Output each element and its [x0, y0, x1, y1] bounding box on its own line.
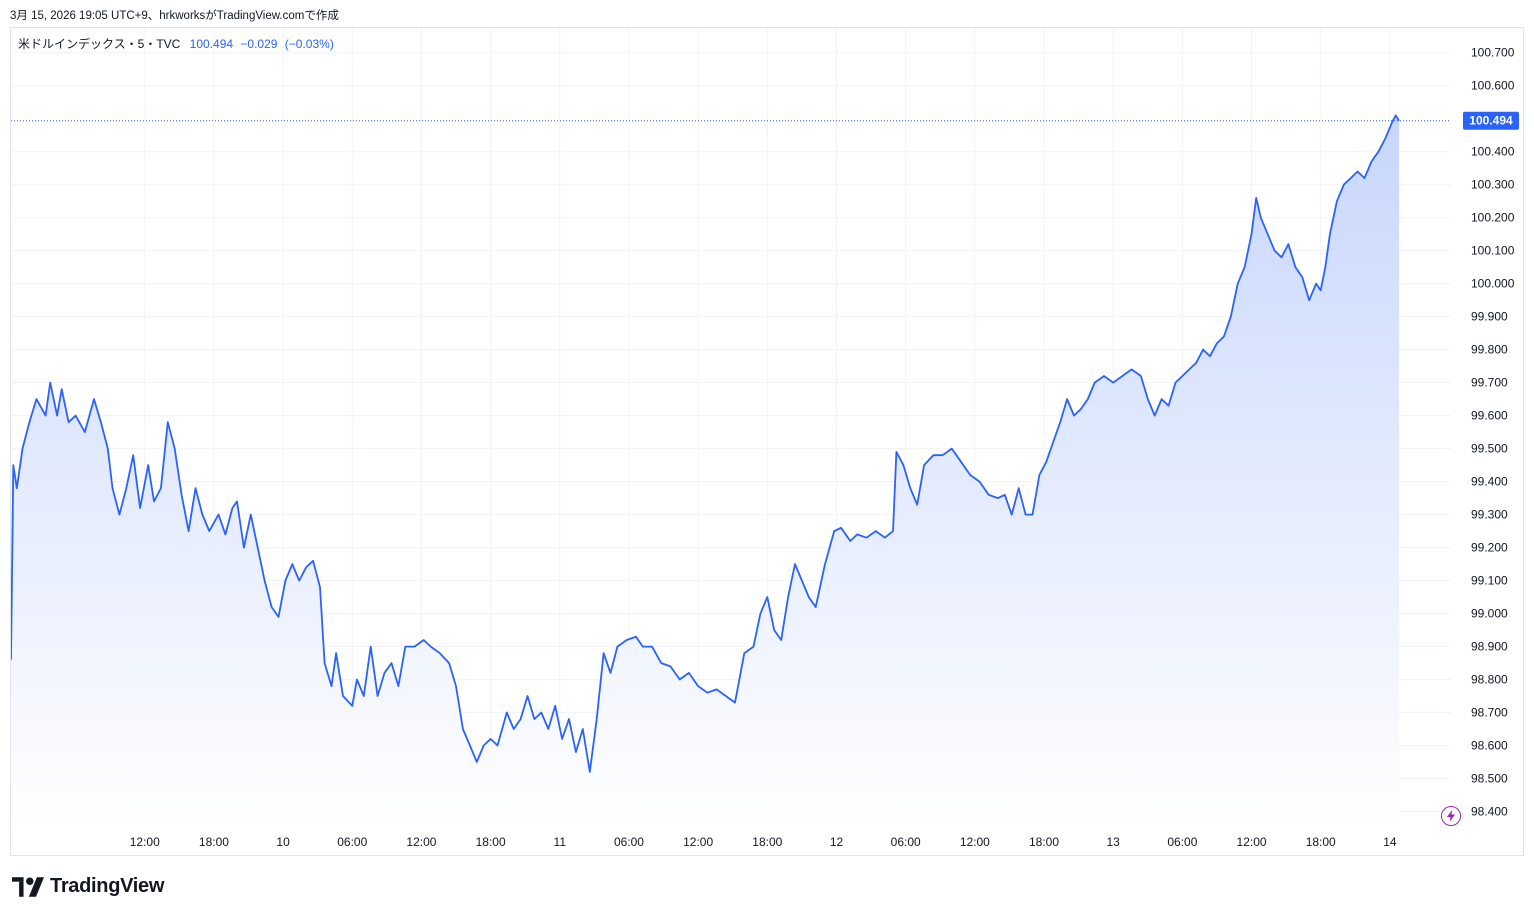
last-price-badge-text: 100.494 [1469, 114, 1513, 128]
x-tick-label: 18:00 [199, 835, 229, 849]
y-tick-label: 98.600 [1471, 739, 1508, 753]
series-layer [11, 114, 1400, 828]
x-tick-label: 10 [276, 835, 290, 849]
y-tick-label: 99.300 [1471, 508, 1508, 522]
chart-caption: 3月 15, 2026 19:05 UTC+9、hrkworksがTrading… [10, 10, 339, 22]
last-price-label-layer: 100.494 [1463, 111, 1519, 130]
x-tick-label: 14 [1383, 835, 1397, 849]
y-tick-label: 100.000 [1471, 277, 1515, 291]
x-tick-label: 12:00 [1237, 835, 1267, 849]
y-tick-label: 98.500 [1471, 772, 1508, 786]
x-tick-label: 12 [830, 835, 844, 849]
last-price-badge [1463, 111, 1519, 130]
y-tick-label: 99.400 [1471, 475, 1508, 489]
y-tick-label: 99.800 [1471, 343, 1508, 357]
x-tick-label: 18:00 [1306, 835, 1336, 849]
y-tick-label: 100.300 [1471, 178, 1515, 192]
y-tick-label: 100.400 [1471, 145, 1515, 159]
x-tick-label: 13 [1107, 835, 1121, 849]
legend-change-percent: (−0.03%) [284, 37, 334, 51]
y-tick-label: 98.900 [1471, 640, 1508, 654]
x-tick-label: 06:00 [891, 835, 921, 849]
y-tick-label: 98.800 [1471, 673, 1508, 687]
x-tick-label: 11 [554, 835, 567, 849]
legend-values: 100.494 −0.029 (−0.03%) [190, 37, 338, 51]
x-tick-label: 12:00 [960, 835, 990, 849]
y-tick-label: 99.900 [1471, 310, 1508, 324]
legend-last-value: 100.494 [189, 37, 234, 51]
y-tick-label: 99.600 [1471, 409, 1508, 423]
x-tick-label: 06:00 [337, 835, 367, 849]
y-tick-label: 100.700 [1471, 46, 1515, 60]
x-tick-label: 06:00 [1167, 835, 1197, 849]
brand-name: TradingView [50, 875, 165, 897]
series-line [11, 114, 1400, 773]
y-tick-label: 100.100 [1471, 244, 1515, 258]
x-tick-label: 12:00 [683, 835, 713, 849]
x-tick-label: 18:00 [752, 835, 782, 849]
x-tick-label: 06:00 [614, 835, 644, 849]
y-tick-label: 98.400 [1471, 805, 1508, 819]
y-tick-label: 99.200 [1471, 541, 1508, 555]
price-axis[interactable]: 100.700 100.600 100.400 100.300 100.200 100.1… [1471, 46, 1515, 819]
tradingview-brand[interactable]: TradingView [12, 875, 164, 898]
y-tick-label: 99.500 [1471, 442, 1508, 456]
x-tick-label: 12:00 [130, 835, 160, 849]
time-axis[interactable]: 12:00 18:00 10 06:00 12:00 18:00 11 06:00 12:00 1… [130, 835, 1397, 849]
y-tick-label: 99.000 [1471, 607, 1508, 621]
x-tick-label: 18:00 [476, 835, 506, 849]
tradingview-logo-icon [12, 876, 44, 897]
y-tick-label: 99.100 [1471, 574, 1508, 588]
x-tick-label: 12:00 [406, 835, 436, 849]
legend-change: −0.029 [240, 37, 278, 51]
series-area [11, 115, 1400, 828]
lightning-bolt-icon[interactable] [1441, 806, 1461, 826]
y-tick-label: 100.600 [1471, 79, 1515, 93]
chart-frame [10, 27, 1524, 856]
y-tick-label: 99.700 [1471, 376, 1508, 390]
y-tick-label: 98.700 [1471, 706, 1508, 720]
y-tick-label: 100.200 [1471, 211, 1515, 225]
chart-legend: 米ドルインデックス・5・TVC 100.494 −0.029 (−0.03%) [18, 35, 338, 52]
legend-symbol[interactable]: 米ドルインデックス・5・TVC [18, 37, 181, 51]
x-tick-label: 18:00 [1029, 835, 1059, 849]
